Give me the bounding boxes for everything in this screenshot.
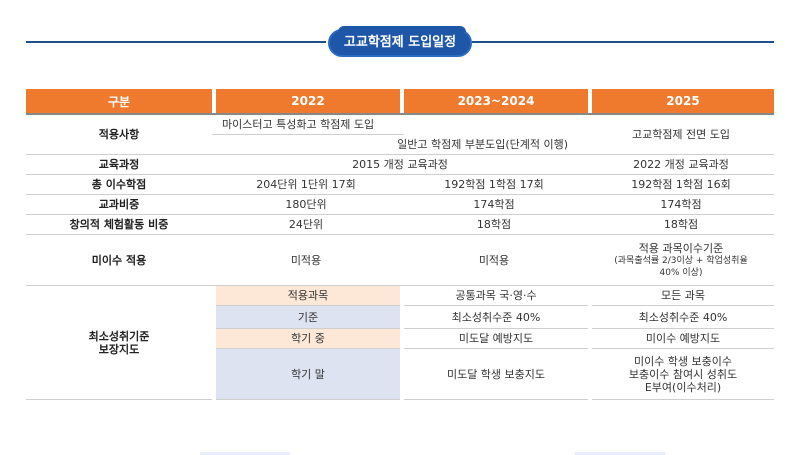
col-header-2023-2024: 2023~2024 bbox=[404, 89, 588, 113]
col-header-2025: 2025 bbox=[592, 89, 774, 113]
sub-end-2025-line2: 보충이수 참여시 성취도 bbox=[628, 367, 738, 381]
sub-label-standard: 기준 bbox=[216, 306, 400, 329]
apply-line2: 일반고 학점제 부분도입(단계적 이행) bbox=[212, 135, 588, 155]
table-row: 학기 중 미도달 예방지도 미이수 예방지도 bbox=[26, 329, 774, 349]
subject-ratio-2023: 174학점 bbox=[400, 195, 588, 215]
fail-2025-line3: 40% 이상) bbox=[659, 267, 703, 278]
sub-label-subject: 적용과목 bbox=[216, 286, 400, 306]
subject-ratio-2022: 180단위 bbox=[212, 195, 400, 215]
subject-ratio-2025: 174학점 bbox=[588, 195, 774, 215]
fail-2025-line2: (과목출석률 2/3이상 + 학업성취율 bbox=[614, 255, 748, 266]
table-header-row: 구분 2022 2023~2024 2025 bbox=[26, 89, 774, 113]
row-label-curriculum: 교육과정 bbox=[26, 155, 212, 175]
table-row: 교육과정 2015 개정 교육과정 2022 개정 교육과정 bbox=[26, 155, 774, 175]
fail-2025-line1: 적용 과목이수기준 bbox=[638, 241, 724, 255]
bottom-decoration-right bbox=[575, 452, 665, 455]
sub-subject-2025: 모든 과목 bbox=[592, 286, 774, 306]
credits-2022: 204단위 1단위 17회 bbox=[212, 175, 400, 195]
row-label-credits: 총 이수학점 bbox=[26, 175, 212, 195]
row-label-subject-ratio: 교과비중 bbox=[26, 195, 212, 215]
table-row: 창의적 체험활동 비중 24단위 18학점 18학점 bbox=[26, 215, 774, 235]
credits-2025: 192학점 1학점 16회 bbox=[588, 175, 774, 195]
title-rule-right bbox=[472, 41, 774, 43]
sub-label-end: 학기 말 bbox=[216, 349, 400, 400]
schedule-table: 구분 2022 2023~2024 2025 적용사항 마이스터고 특성화고 학… bbox=[26, 89, 774, 400]
col-header-2022: 2022 bbox=[216, 89, 400, 113]
apply-line1: 마이스터고 특성화고 학점제 도입 bbox=[212, 113, 404, 135]
col-header-category: 구분 bbox=[26, 89, 212, 113]
table-row: 최소성취기준 보장지도 적용과목 공통과목 국·영·수 모든 과목 bbox=[26, 286, 774, 400]
sub-end-2025: 미이수 학생 보충이수 보충이수 참여시 성취도 E부여(이수처리) bbox=[592, 349, 774, 400]
creative-2025: 18학점 bbox=[588, 215, 774, 235]
creative-2022: 24단위 bbox=[212, 215, 400, 235]
table-row: 미이수 적용 미적용 미적용 적용 과목이수기준 (과목출석률 2/3이상 + … bbox=[26, 235, 774, 286]
title-rule-left bbox=[26, 41, 326, 43]
row-label-fail: 미이수 적용 bbox=[26, 235, 212, 286]
sub-end-2023: 미도달 학생 보충지도 bbox=[404, 349, 588, 400]
credits-2023: 192학점 1학점 17회 bbox=[400, 175, 588, 195]
fail-2023: 미적용 bbox=[400, 235, 588, 286]
creative-2023: 18학점 bbox=[400, 215, 588, 235]
apply-2025: 고교학점제 전면 도입 bbox=[588, 113, 774, 155]
row-label-apply: 적용사항 bbox=[26, 113, 212, 155]
sub-semester-2025: 미이수 예방지도 bbox=[592, 329, 774, 349]
sub-semester-2023: 미도달 예방지도 bbox=[404, 329, 588, 349]
sub-standard-2025: 최소성취수준 40% bbox=[592, 306, 774, 329]
table-row: 총 이수학점 204단위 1단위 17회 192학점 1학점 17회 192학점… bbox=[26, 175, 774, 195]
sub-end-2025-line3: E부여(이수처리) bbox=[644, 380, 722, 394]
minimum-label-line2: 보장지도 bbox=[98, 342, 140, 356]
table-row: 적용사항 마이스터고 특성화고 학점제 도입 고교학점제 전면 도입 bbox=[26, 113, 774, 155]
bottom-decoration-left bbox=[200, 452, 290, 455]
table-row: 일반고 학점제 부분도입(단계적 이행) bbox=[26, 135, 774, 155]
sub-subject-2023: 공통과목 국·영·수 bbox=[404, 286, 588, 306]
page-title: 고교학점제 도입일정 bbox=[328, 26, 472, 57]
table-row: 학기 말 미도달 학생 보충지도 미이수 학생 보충이수 보충이수 참여시 성취… bbox=[26, 349, 774, 400]
table-row: 기준 최소성취수준 40% 최소성취수준 40% bbox=[26, 306, 774, 329]
table-row: 교과비중 180단위 174학점 174학점 bbox=[26, 195, 774, 215]
fail-2022: 미적용 bbox=[212, 235, 400, 286]
curriculum-2025: 2022 개정 교육과정 bbox=[588, 155, 774, 175]
fail-2025: 적용 과목이수기준 (과목출석률 2/3이상 + 학업성취율 40% 이상) bbox=[588, 235, 774, 286]
row-label-creative: 창의적 체험활동 비중 bbox=[26, 215, 212, 235]
sub-label-semester: 학기 중 bbox=[216, 329, 400, 349]
minimum-label-line1: 최소성취기준 bbox=[88, 329, 150, 343]
curriculum-2022-2024: 2015 개정 교육과정 bbox=[212, 155, 588, 175]
row-label-minimum: 최소성취기준 보장지도 bbox=[26, 286, 212, 400]
sub-end-2025-line1: 미이수 학생 보충이수 bbox=[633, 354, 733, 368]
sub-standard-2023: 최소성취수준 40% bbox=[404, 306, 588, 329]
